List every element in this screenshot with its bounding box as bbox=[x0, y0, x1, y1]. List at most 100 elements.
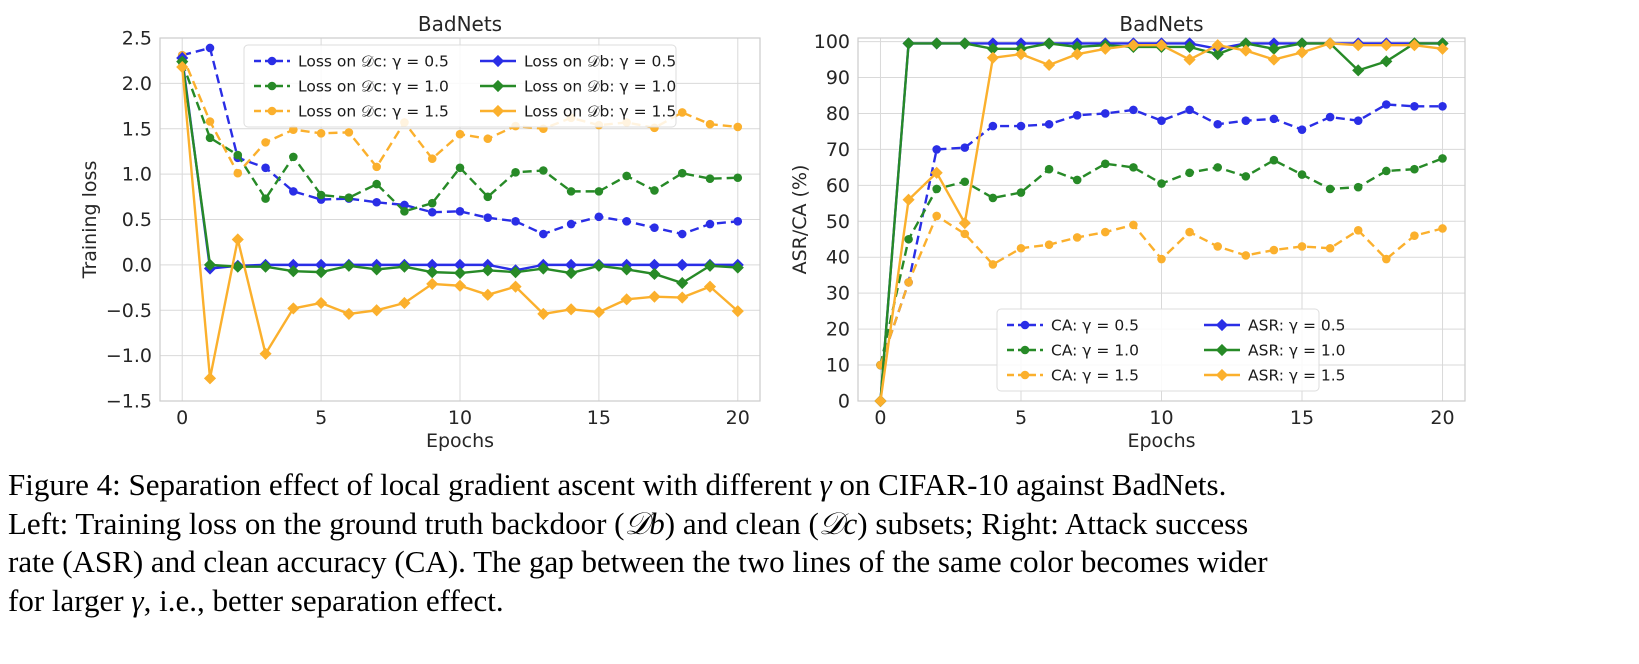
left-series-1-point bbox=[344, 193, 354, 203]
right-series-0-point bbox=[988, 121, 998, 131]
right-series-1-point bbox=[988, 193, 998, 203]
right-xtick-label: 5 bbox=[1015, 407, 1027, 429]
right-series-5-point bbox=[902, 193, 915, 206]
right-series-2-point bbox=[1325, 243, 1335, 253]
right-series-0-point bbox=[1157, 116, 1166, 125]
left-series-4-point bbox=[648, 267, 661, 281]
right-series-2-point bbox=[960, 229, 970, 239]
right-ytick-label: 50 bbox=[826, 211, 850, 233]
left-series-5-point bbox=[620, 293, 633, 306]
right-series-5 bbox=[874, 37, 1449, 408]
left-series-1-point bbox=[594, 187, 604, 196]
left-series-5-point bbox=[315, 296, 328, 310]
left-series-0-point bbox=[400, 200, 409, 210]
right-series-5-point bbox=[1295, 46, 1309, 59]
right-series-0-point bbox=[1353, 116, 1363, 125]
right-series-1-point bbox=[1353, 182, 1363, 192]
right-series-5-point bbox=[1380, 39, 1393, 52]
left-series-5-point bbox=[398, 296, 411, 310]
left-series-1-point bbox=[733, 173, 743, 183]
left-series-5-point bbox=[176, 60, 189, 74]
left-series-4-point bbox=[731, 261, 744, 274]
left-series-1 bbox=[177, 58, 743, 216]
right-series-4-point bbox=[1043, 37, 1056, 50]
left-series-2-point bbox=[261, 138, 270, 147]
left-series-4-point bbox=[370, 263, 383, 276]
right-series-2-point bbox=[1072, 233, 1082, 242]
left-series-5-point bbox=[592, 305, 605, 319]
right-legend-box bbox=[996, 308, 1320, 392]
left-series-0-point bbox=[705, 219, 715, 229]
left-xtick-label: 15 bbox=[587, 407, 611, 429]
left-series-4-point bbox=[342, 259, 355, 272]
left-xtick-label: 0 bbox=[176, 407, 188, 429]
right-series-0-point bbox=[1382, 100, 1391, 109]
right-series-2-point bbox=[1100, 227, 1110, 237]
right-series-0-point bbox=[1016, 121, 1026, 131]
left-series-1-point bbox=[233, 150, 243, 160]
right-ytick-label: 90 bbox=[826, 67, 850, 89]
left-x-axis-label: Epochs bbox=[426, 430, 494, 452]
left-series-0-point bbox=[677, 229, 687, 239]
right-ytick-label: 80 bbox=[826, 103, 850, 125]
right-legend-marker-0 bbox=[1020, 320, 1030, 330]
right-legend-marker-1 bbox=[1020, 345, 1030, 355]
right-xtick-label: 0 bbox=[874, 407, 886, 429]
left-series-2-point bbox=[316, 128, 326, 138]
left-series-1-point bbox=[205, 133, 215, 143]
left-series-0-point bbox=[566, 219, 576, 229]
left-series-4-point bbox=[426, 266, 439, 279]
right-series-0-point bbox=[1044, 119, 1054, 129]
left-series-1-point bbox=[677, 168, 687, 178]
caption-line-3: rate (ASR) and clean accuracy (CA). The … bbox=[8, 544, 1268, 579]
right-series-1 bbox=[876, 154, 1447, 370]
right-legend-label-4: ASR: γ = 1.0 bbox=[1248, 342, 1346, 360]
right-ytick-label: 60 bbox=[826, 175, 850, 197]
left-series-0-point bbox=[427, 207, 437, 217]
caption-line-2: Left: Training loss on the ground truth … bbox=[8, 505, 1249, 541]
left-series-5-point bbox=[453, 279, 467, 292]
right-legend-label-0: CA: γ = 0.5 bbox=[1051, 317, 1139, 335]
right-series-2-point bbox=[1382, 254, 1391, 264]
left-series-4-point bbox=[231, 260, 244, 273]
left-series-4-point bbox=[203, 258, 217, 271]
right-legend-marker-2 bbox=[1020, 370, 1030, 380]
left-series-4-point bbox=[509, 266, 522, 279]
left-legend-box bbox=[243, 44, 677, 128]
right-series-0-point bbox=[1241, 116, 1251, 125]
left-xtick-label: 10 bbox=[448, 407, 472, 429]
right-series-1-point bbox=[1410, 164, 1419, 174]
right-series-2-point bbox=[1213, 242, 1223, 251]
right-series-1-point bbox=[1325, 184, 1335, 194]
right-series-2-point bbox=[1353, 225, 1363, 235]
left-legend-label-2: Loss on 𝒟c: γ = 1.5 bbox=[298, 103, 449, 121]
right-series-1-point bbox=[904, 234, 913, 244]
left-legend: Loss on 𝒟c: γ = 0.5 Loss on 𝒟c: γ = 1.0 Lo… bbox=[243, 44, 677, 128]
right-series-0-point bbox=[1410, 101, 1419, 111]
left-legend-label-3: Loss on 𝒟b: γ = 0.5 bbox=[524, 53, 676, 71]
right-series-2-point bbox=[1269, 245, 1279, 255]
left-y-axis-label: Training loss bbox=[79, 161, 101, 280]
right-ytick-label: 0 bbox=[838, 391, 850, 413]
left-xtick-label: 20 bbox=[726, 407, 750, 429]
right-ytick-label: 10 bbox=[826, 355, 850, 377]
left-series-0-line bbox=[181, 46, 738, 236]
right-series-2-point bbox=[1185, 227, 1194, 237]
left-series-2-point bbox=[427, 154, 437, 163]
left-series-4-point bbox=[676, 276, 689, 290]
right-series-5-point bbox=[1155, 39, 1168, 52]
left-series-1-point bbox=[261, 194, 270, 203]
left-series-2-point bbox=[677, 108, 687, 117]
left-series-2-point bbox=[483, 134, 493, 144]
left-ytick-label: 1.5 bbox=[122, 118, 152, 140]
right-ytick-label: 20 bbox=[826, 319, 850, 341]
right-xtick-label: 10 bbox=[1149, 407, 1173, 429]
left-series-0-point bbox=[455, 207, 465, 216]
left-series-1-point bbox=[566, 187, 576, 196]
left-series-4-point bbox=[259, 260, 272, 273]
left-series-2-point bbox=[455, 129, 465, 139]
left-series-2-point bbox=[289, 125, 298, 134]
caption-line-1: Figure 4: Separation effect of local gra… bbox=[8, 467, 1227, 502]
caption-line-4: for larger γ, i.e., better separation ef… bbox=[8, 582, 504, 618]
right-series-0-point bbox=[1325, 112, 1335, 122]
